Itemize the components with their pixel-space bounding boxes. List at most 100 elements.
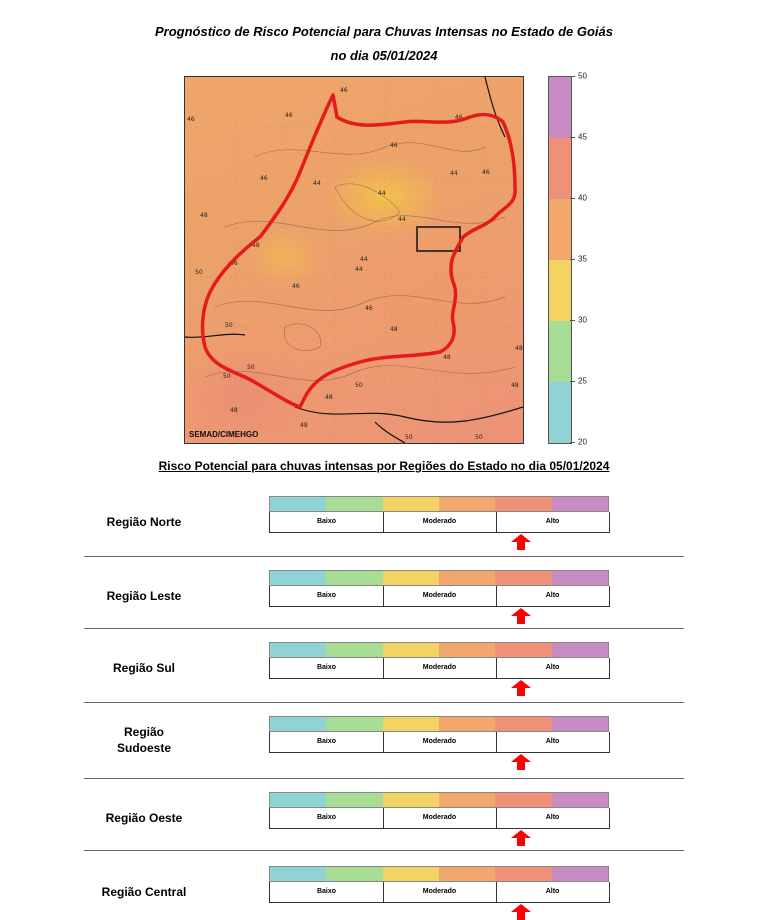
contour-label: 46 (292, 283, 300, 290)
contour-label: 50 (475, 434, 483, 441)
scale-band (549, 260, 571, 321)
risk-level-label: Moderado (422, 664, 457, 671)
risk-bar-segment (382, 497, 439, 511)
contour-label: 48 (300, 422, 308, 429)
contour-label: 46 (455, 114, 463, 121)
contour-label: 44 (378, 190, 386, 197)
risk-level-label: Moderado (422, 814, 457, 821)
risk-bar (269, 716, 609, 732)
risk-bar-segment (438, 643, 496, 657)
risk-bar (269, 570, 609, 586)
risk-bar (269, 496, 609, 512)
contour-label: 44 (355, 266, 363, 273)
risk-bar-segment (270, 571, 327, 585)
risk-bar-segment (495, 497, 552, 511)
risk-bar (269, 866, 609, 882)
contour-label: 48 (390, 326, 398, 333)
risk-level-label: Moderado (422, 888, 457, 895)
contour-label: 48 (443, 354, 451, 361)
contour-label: 50 (247, 364, 255, 371)
contour-label: 48 (200, 212, 208, 219)
risk-bar-segment (495, 793, 552, 807)
contour-labels: 46 46 46 46 46 46 44 44 44 44 44 46 48 4… (187, 87, 523, 441)
scale-tick-label: 50 (578, 71, 587, 81)
region-name: Região Norte (106, 515, 182, 529)
risk-bar (269, 792, 609, 808)
contour-label: 44 (398, 216, 406, 223)
region-row: Região Leste Baixo Moderado Alto (84, 566, 684, 629)
risk-level-label: Moderado (422, 738, 457, 745)
scale-band (549, 321, 571, 382)
risk-bar-segment (382, 793, 439, 807)
scale-band (549, 199, 571, 260)
risk-bar-segment (551, 571, 608, 585)
contour-label: 44 (450, 170, 458, 177)
risk-bar-segment (438, 571, 496, 585)
contour-label: 44 (313, 180, 321, 187)
scale-band (549, 382, 571, 443)
risk-level-label: Baixo (316, 738, 337, 745)
region-row: Região Sul Baixo Moderado Alto (84, 638, 684, 703)
contour-label: 50 (223, 373, 231, 380)
scale-tick-label: 40 (578, 193, 587, 203)
chart-title: Prognóstico de Risco Potencial para Chuv… (154, 24, 613, 39)
risk-bar-segment (382, 643, 439, 657)
region-name: Região Sudoeste (116, 725, 171, 755)
contour-label: 48 (252, 242, 260, 249)
risk-bar-segment (551, 717, 608, 731)
risk-bar-segment (382, 867, 439, 881)
risk-bar-segment (438, 497, 496, 511)
risk-bar-segment (270, 867, 327, 881)
risk-level-label: Alto (545, 592, 560, 599)
risk-bar-levels: Baixo Moderado Alto (269, 882, 610, 903)
risk-bar-segment (382, 571, 439, 585)
risk-bar-levels: Baixo Moderado Alto (269, 658, 610, 679)
risk-level-label: Baixo (316, 664, 337, 671)
risk-level-label: Moderado (422, 518, 457, 525)
risk-bar-segment (270, 793, 327, 807)
risk-level-label: Baixo (316, 888, 337, 895)
region-row: Região Oeste Baixo Moderado Alto (84, 788, 684, 851)
risk-bar-segment (438, 867, 496, 881)
risk-bar-segment (438, 717, 496, 731)
risk-bar-segment (438, 793, 496, 807)
risk-bar-segment (326, 571, 383, 585)
risk-bar-segment (326, 497, 383, 511)
scale-tick-label: 25 (578, 376, 587, 386)
contour-label: 48 (325, 394, 333, 401)
contour-label: 50 (225, 322, 233, 329)
map-credit: SEMAD/CIMEHGO (189, 430, 259, 439)
goias-map-svg: 46 46 46 46 46 46 44 44 44 44 44 46 48 4… (185, 77, 523, 443)
risk-bar-segment (326, 867, 383, 881)
risk-level-label: Alto (545, 738, 560, 745)
risk-level-label: Alto (545, 664, 560, 671)
goias-outline (200, 93, 517, 409)
scale-tick-label: 20 (578, 437, 587, 447)
risk-bar-levels: Baixo Moderado Alto (269, 732, 610, 753)
contour-label: 44 (360, 256, 368, 263)
contour-label: 46 (390, 142, 398, 149)
risk-bar-levels: Baixo Moderado Alto (269, 586, 610, 607)
contour-label: 46 (340, 87, 348, 94)
risk-bar-segment (326, 717, 383, 731)
contour-label: 46 (230, 260, 238, 267)
region-row: Região Norte Baixo Moderado Alto (84, 492, 684, 557)
section-title: Risco Potencial para chuvas intensas por… (158, 459, 610, 473)
risk-bar-segment (326, 643, 383, 657)
risk-bar-levels: Baixo Moderado Alto (269, 808, 610, 829)
scale-tick-label: 30 (578, 315, 587, 325)
contour-label: 46 (285, 112, 293, 119)
region-name: Região Sul (112, 661, 175, 675)
risk-level-label: Alto (545, 518, 560, 525)
chart-date: no dia 05/01/2024 (330, 48, 438, 63)
risk-bar-segment (326, 793, 383, 807)
region-name: Região Oeste (105, 811, 183, 825)
contour-label: 48 (511, 382, 519, 389)
risk-level-label: Moderado (422, 592, 457, 599)
contour-label: 46 (482, 169, 490, 176)
risk-bar-segment (270, 643, 327, 657)
contour-label: 48 (230, 407, 238, 414)
risk-level-label: Baixo (316, 592, 337, 599)
scale-band (549, 138, 571, 199)
risk-bar-segment (495, 571, 552, 585)
